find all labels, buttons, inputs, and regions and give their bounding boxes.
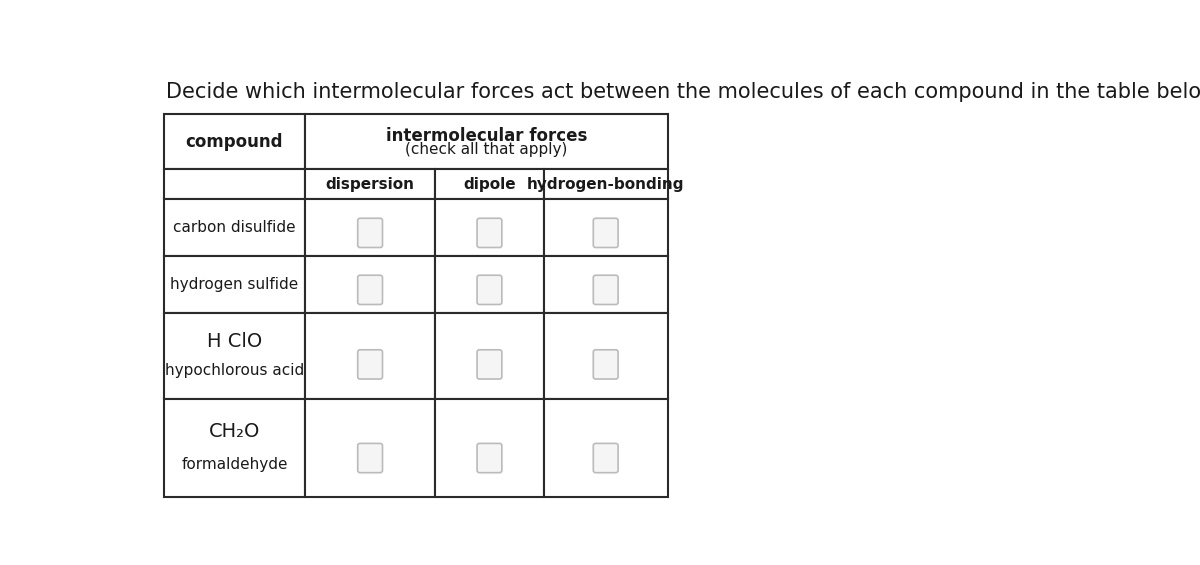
Bar [436, 199, 544, 256]
Bar [544, 312, 667, 399]
FancyBboxPatch shape [593, 350, 618, 379]
Bar [544, 170, 667, 199]
Bar [436, 399, 544, 497]
FancyBboxPatch shape [358, 444, 383, 473]
Text: hydrogen-bonding: hydrogen-bonding [527, 177, 684, 192]
Bar [164, 399, 305, 497]
FancyBboxPatch shape [478, 275, 502, 305]
Bar [164, 199, 305, 256]
FancyBboxPatch shape [478, 218, 502, 247]
Bar [436, 256, 544, 312]
Bar [544, 399, 667, 497]
Text: carbon disulfide: carbon disulfide [173, 220, 295, 234]
FancyBboxPatch shape [478, 444, 502, 473]
Bar [305, 199, 436, 256]
Text: (check all that apply): (check all that apply) [406, 142, 568, 157]
Text: intermolecular forces: intermolecular forces [385, 127, 587, 145]
Bar [544, 256, 667, 312]
Text: hydrogen sulfide: hydrogen sulfide [170, 277, 299, 292]
Text: dispersion: dispersion [325, 177, 415, 192]
FancyBboxPatch shape [358, 218, 383, 247]
Bar [164, 170, 305, 199]
FancyBboxPatch shape [358, 350, 383, 379]
Bar [164, 256, 305, 312]
FancyBboxPatch shape [593, 275, 618, 305]
FancyBboxPatch shape [358, 275, 383, 305]
Bar [164, 114, 305, 170]
Bar [305, 114, 667, 170]
Text: formaldehyde: formaldehyde [181, 458, 288, 472]
FancyBboxPatch shape [478, 350, 502, 379]
Bar [305, 312, 436, 399]
Bar [436, 312, 544, 399]
Bar [544, 199, 667, 256]
Text: dipole: dipole [463, 177, 516, 192]
Text: Decide which intermolecular forces act between the molecules of each compound in: Decide which intermolecular forces act b… [166, 82, 1200, 102]
FancyBboxPatch shape [593, 444, 618, 473]
FancyBboxPatch shape [593, 218, 618, 247]
Bar [436, 170, 544, 199]
Bar [305, 399, 436, 497]
Text: H ClO: H ClO [206, 332, 262, 351]
Text: compound: compound [186, 133, 283, 151]
Bar [305, 256, 436, 312]
Text: CH₂O: CH₂O [209, 422, 260, 441]
Text: hypochlorous acid: hypochlorous acid [164, 363, 304, 378]
Bar [164, 312, 305, 399]
Bar [305, 170, 436, 199]
